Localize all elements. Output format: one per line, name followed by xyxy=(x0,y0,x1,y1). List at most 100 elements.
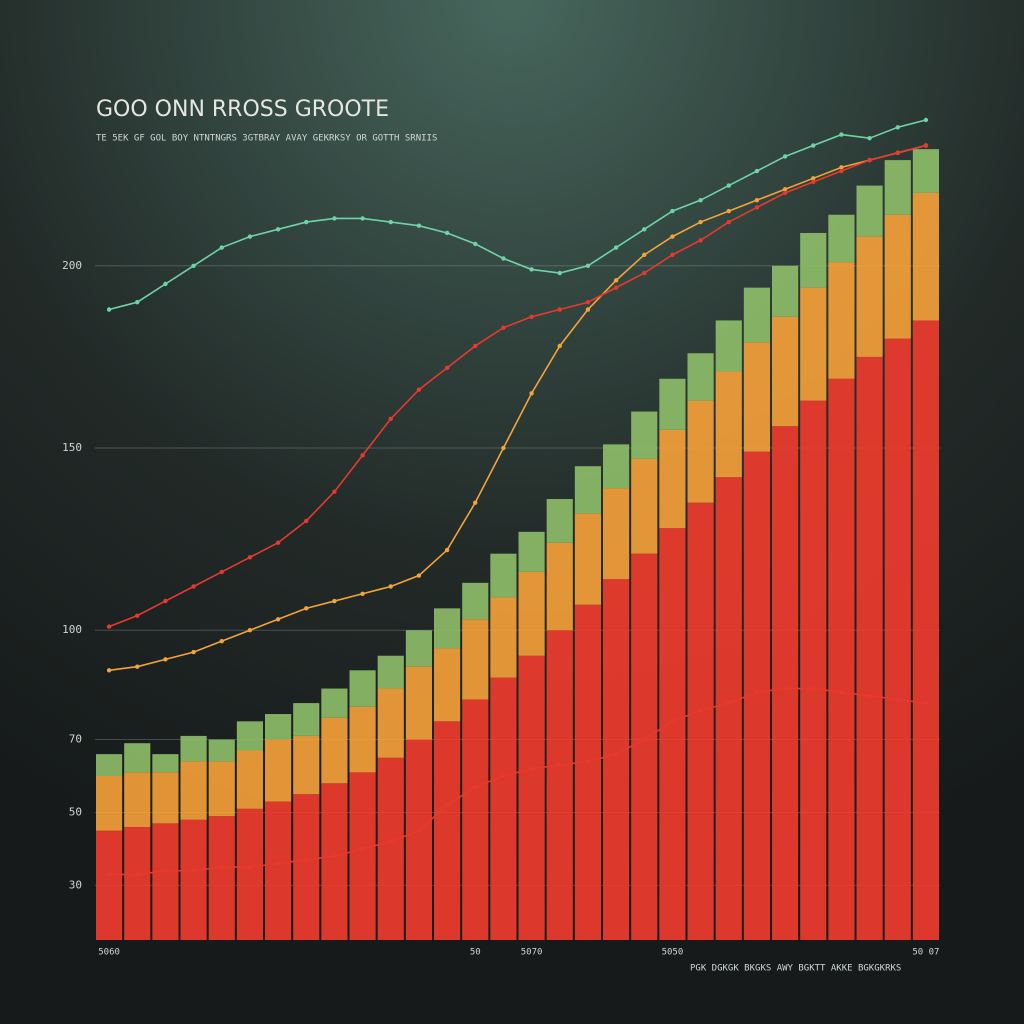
bar-segment xyxy=(574,466,601,514)
line-point xyxy=(895,697,900,702)
line-point xyxy=(923,700,929,706)
bar-segment xyxy=(265,801,292,940)
bar-segment xyxy=(546,630,573,940)
bar-segment xyxy=(912,192,939,321)
line-point xyxy=(473,343,478,349)
bar-segment xyxy=(293,703,320,736)
bar-segment xyxy=(546,499,573,543)
line-point xyxy=(726,183,731,188)
line-point xyxy=(726,219,731,225)
x-tick-label: 5060 xyxy=(98,948,120,958)
line-point xyxy=(360,591,365,596)
x-tick-label: 5050 xyxy=(662,948,684,958)
line-point xyxy=(895,125,900,130)
line-point xyxy=(416,828,422,833)
line-point xyxy=(191,263,196,268)
line-point xyxy=(670,252,675,258)
line-point xyxy=(867,157,872,163)
line-point xyxy=(501,256,506,261)
bar-segment xyxy=(96,776,123,831)
bar-segment xyxy=(124,827,151,940)
x-axis-label: PGK DGKGK BKGKS AWY BGKTT AKKE BGKGKRKS xyxy=(690,964,901,974)
bar-segment xyxy=(743,287,770,343)
bar-segment xyxy=(828,378,855,940)
bar-segment xyxy=(208,761,235,817)
line-point xyxy=(106,668,112,673)
line-point xyxy=(585,759,591,764)
bar-segment xyxy=(631,411,658,459)
bar-segment xyxy=(96,830,123,940)
bar-segment xyxy=(884,214,911,339)
bar-segment xyxy=(687,502,714,940)
bar-segment xyxy=(349,670,376,707)
line-point xyxy=(388,416,393,422)
bar-segment xyxy=(715,477,742,940)
bar-segment xyxy=(772,316,799,427)
line-point xyxy=(416,573,422,578)
line-point xyxy=(247,234,253,239)
line-point xyxy=(247,628,253,633)
line-point xyxy=(529,391,534,396)
line-point xyxy=(219,864,224,870)
bar-segment xyxy=(659,378,686,430)
x-tick-label: 5070 xyxy=(521,948,543,958)
line-point xyxy=(135,613,140,618)
line-point xyxy=(106,307,112,312)
line-point xyxy=(135,872,140,877)
line-point xyxy=(698,708,703,713)
line-point xyxy=(163,868,168,873)
line-point xyxy=(304,219,309,225)
line-point xyxy=(867,693,872,699)
line-point xyxy=(613,245,619,250)
line-point xyxy=(782,190,788,196)
line-point xyxy=(388,839,393,844)
x-tick-label: 50 xyxy=(470,948,481,958)
bar-segment xyxy=(321,783,348,940)
line-point xyxy=(782,154,788,159)
line-point xyxy=(247,555,253,560)
bar-segment xyxy=(124,743,151,773)
line-point xyxy=(754,168,760,174)
bar-segment xyxy=(208,816,235,940)
line-series xyxy=(108,119,927,311)
bar-segment xyxy=(405,666,432,740)
line-point xyxy=(275,617,281,622)
x-tick-label: 50 07 xyxy=(912,948,939,958)
bar-segment xyxy=(180,735,207,762)
line-point xyxy=(135,300,140,305)
bar-segment xyxy=(434,648,461,722)
bar-segment xyxy=(293,794,320,940)
line-point xyxy=(332,216,337,221)
bar-segment xyxy=(265,739,292,802)
bar-segment xyxy=(912,149,939,193)
line-point xyxy=(106,624,112,629)
bar-segment xyxy=(800,287,827,401)
bar-segment xyxy=(152,754,179,773)
y-tick-label: 200 xyxy=(62,259,82,272)
y-tick-label: 100 xyxy=(62,623,82,636)
bar-segment xyxy=(236,808,263,940)
bar-segment xyxy=(518,655,545,940)
bar-segment xyxy=(659,528,686,940)
line-point xyxy=(191,868,196,873)
bar-segment xyxy=(800,232,827,288)
bar-segment xyxy=(349,706,376,773)
line-point xyxy=(613,751,619,757)
line-point xyxy=(163,598,168,604)
line-point xyxy=(529,766,534,771)
bar-segment xyxy=(377,655,404,689)
line-point xyxy=(332,853,337,859)
bar-segment xyxy=(236,750,263,809)
line-point xyxy=(191,649,196,655)
bar-segment xyxy=(828,214,855,263)
bar-segment xyxy=(180,819,207,940)
bar-segment xyxy=(377,757,404,940)
line-point xyxy=(473,500,478,505)
y-tick-label: 30 xyxy=(69,878,82,891)
bar-segment xyxy=(518,531,545,572)
line-point xyxy=(557,307,562,312)
line-point xyxy=(444,365,450,371)
line-point xyxy=(275,227,281,232)
line-point xyxy=(642,252,647,258)
